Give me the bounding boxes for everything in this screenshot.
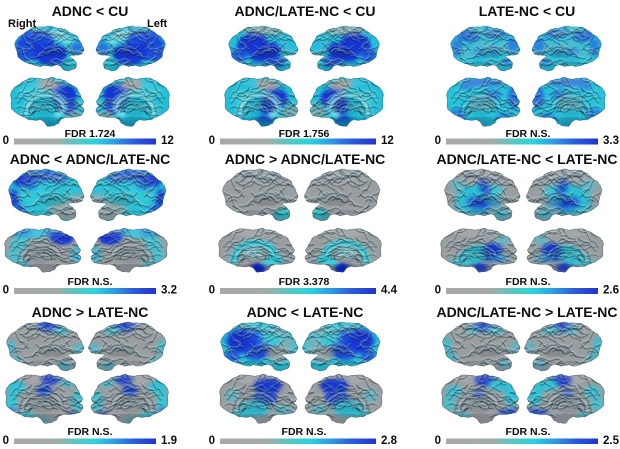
svg-text:FDR N.S.: FDR N.S. — [506, 276, 551, 288]
svg-text:0: 0 — [3, 135, 9, 147]
svg-text:FDR N.S.: FDR N.S. — [506, 426, 551, 438]
svg-text:12: 12 — [381, 135, 394, 147]
svg-text:0: 0 — [435, 285, 441, 297]
svg-text:0: 0 — [209, 135, 215, 147]
svg-text:FDR N.S.: FDR N.S. — [506, 128, 551, 140]
svg-text:FDR N.S.: FDR N.S. — [68, 276, 113, 288]
svg-text:ADNC > ADNC/LATE-NC: ADNC > ADNC/LATE-NC — [225, 151, 386, 167]
svg-text:0: 0 — [3, 435, 9, 444]
svg-text:FDR 3.378: FDR 3.378 — [279, 276, 330, 288]
svg-text:FDR N.S.: FDR N.S. — [68, 426, 113, 438]
svg-text:ADNC > LATE-NC: ADNC > LATE-NC — [32, 304, 149, 320]
svg-text:4.4: 4.4 — [381, 285, 398, 297]
svg-text:ADNC < LATE-NC: ADNC < LATE-NC — [247, 304, 364, 320]
svg-text:2.6: 2.6 — [603, 285, 619, 297]
svg-text:0: 0 — [435, 135, 441, 147]
svg-text:Right: Right — [8, 18, 36, 30]
svg-text:0: 0 — [435, 435, 441, 444]
svg-text:FDR 1.724: FDR 1.724 — [65, 128, 116, 140]
svg-text:12: 12 — [161, 135, 174, 147]
svg-text:2.5: 2.5 — [603, 435, 620, 444]
svg-text:ADNC/LATE-NC > LATE-NC: ADNC/LATE-NC > LATE-NC — [436, 304, 617, 320]
svg-text:FDR N.S.: FDR N.S. — [282, 426, 327, 438]
svg-text:Left: Left — [147, 18, 168, 30]
svg-text:3.2: 3.2 — [161, 285, 177, 297]
svg-text:FDR 1.756: FDR 1.756 — [279, 128, 330, 140]
svg-text:1.9: 1.9 — [161, 435, 177, 444]
svg-text:ADNC < ADNC/LATE-NC: ADNC < ADNC/LATE-NC — [10, 151, 171, 167]
svg-text:3.3: 3.3 — [603, 135, 619, 147]
svg-text:ADNC/LATE-NC < LATE-NC: ADNC/LATE-NC < LATE-NC — [436, 151, 617, 167]
svg-text:0: 0 — [209, 285, 215, 297]
svg-text:ADNC/LATE-NC < CU: ADNC/LATE-NC < CU — [235, 3, 376, 19]
svg-text:0: 0 — [3, 285, 9, 297]
svg-text:2.8: 2.8 — [381, 435, 398, 444]
svg-text:0: 0 — [209, 435, 215, 444]
svg-text:ADNC < CU: ADNC < CU — [52, 3, 129, 19]
svg-text:LATE-NC < CU: LATE-NC < CU — [479, 3, 576, 19]
